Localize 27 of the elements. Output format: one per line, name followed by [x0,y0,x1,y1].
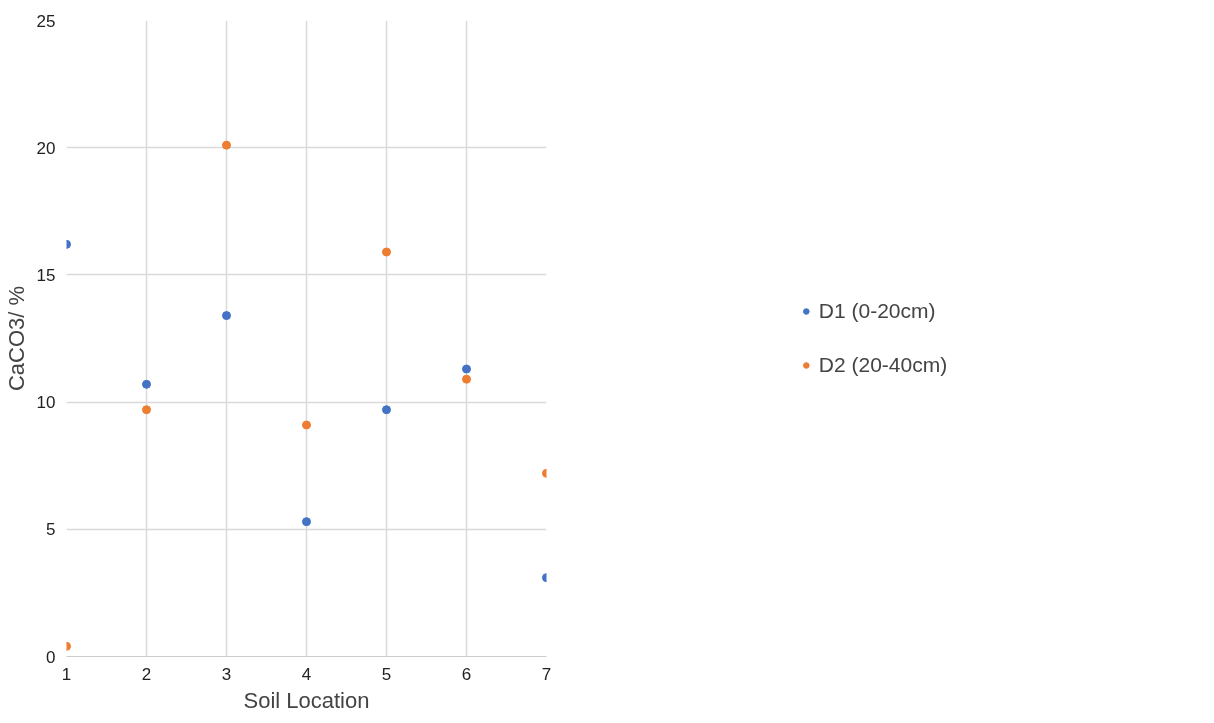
x-tick-label: 4 [301,664,312,684]
y-tick-label: 10 [36,393,56,413]
point [222,140,231,150]
point [222,311,231,321]
point [462,364,471,374]
x-tick-label: 7 [541,664,552,684]
y-tick-label: 0 [46,647,56,667]
x-tick-label: 2 [141,664,152,684]
point [302,420,311,430]
point [462,374,471,384]
y-tick-label: 15 [36,265,56,285]
x-tick-label: 5 [381,664,392,684]
point [382,247,391,257]
y-axis-title: CaCO3/ % [3,285,29,392]
y-tick-label: 20 [36,138,56,158]
point [142,405,151,415]
point [142,379,151,389]
y-tick-label: 5 [46,520,56,540]
legend-label: D1 (0-20cm) [818,299,936,323]
x-axis-title: Soil Location [243,687,370,713]
point [382,405,391,415]
y-tick-label: 25 [36,11,56,31]
x-tick-label: 6 [461,664,472,684]
legend-label: D2 (20-40cm) [818,353,948,377]
point [302,517,311,527]
x-tick-label: 1 [61,664,72,684]
x-tick-label: 3 [221,664,232,684]
